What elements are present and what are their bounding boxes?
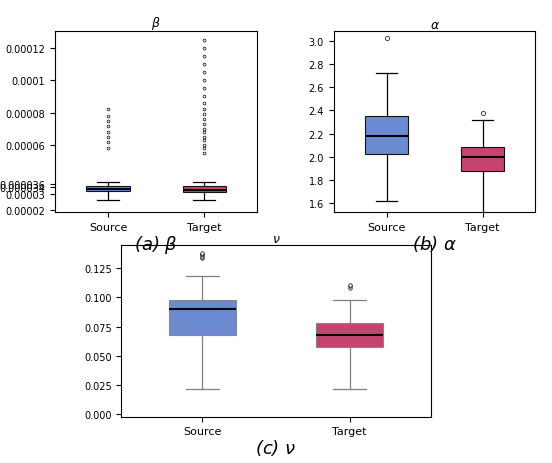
Title: $\nu$: $\nu$	[272, 232, 280, 245]
Title: $\alpha$: $\alpha$	[429, 19, 439, 32]
PathPatch shape	[87, 187, 130, 192]
Title: $\beta$: $\beta$	[151, 15, 161, 32]
Text: (a) $\beta$: (a) $\beta$	[134, 234, 178, 256]
Text: (b) $\alpha$: (b) $\alpha$	[412, 234, 457, 254]
PathPatch shape	[365, 117, 408, 155]
PathPatch shape	[316, 324, 383, 347]
Text: (c) $\nu$: (c) $\nu$	[256, 438, 296, 457]
PathPatch shape	[461, 148, 504, 171]
PathPatch shape	[169, 300, 236, 335]
PathPatch shape	[183, 187, 226, 193]
